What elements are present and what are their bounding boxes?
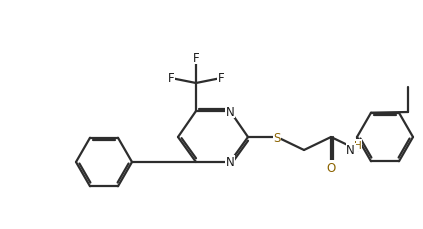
Text: O: O (327, 161, 335, 174)
Text: F: F (168, 72, 174, 85)
Text: N: N (346, 144, 355, 157)
Text: F: F (193, 51, 199, 64)
Text: H: H (354, 140, 362, 150)
Text: N: N (225, 156, 234, 169)
Text: N: N (225, 105, 234, 118)
Text: F: F (218, 72, 224, 85)
Text: S: S (273, 131, 281, 144)
